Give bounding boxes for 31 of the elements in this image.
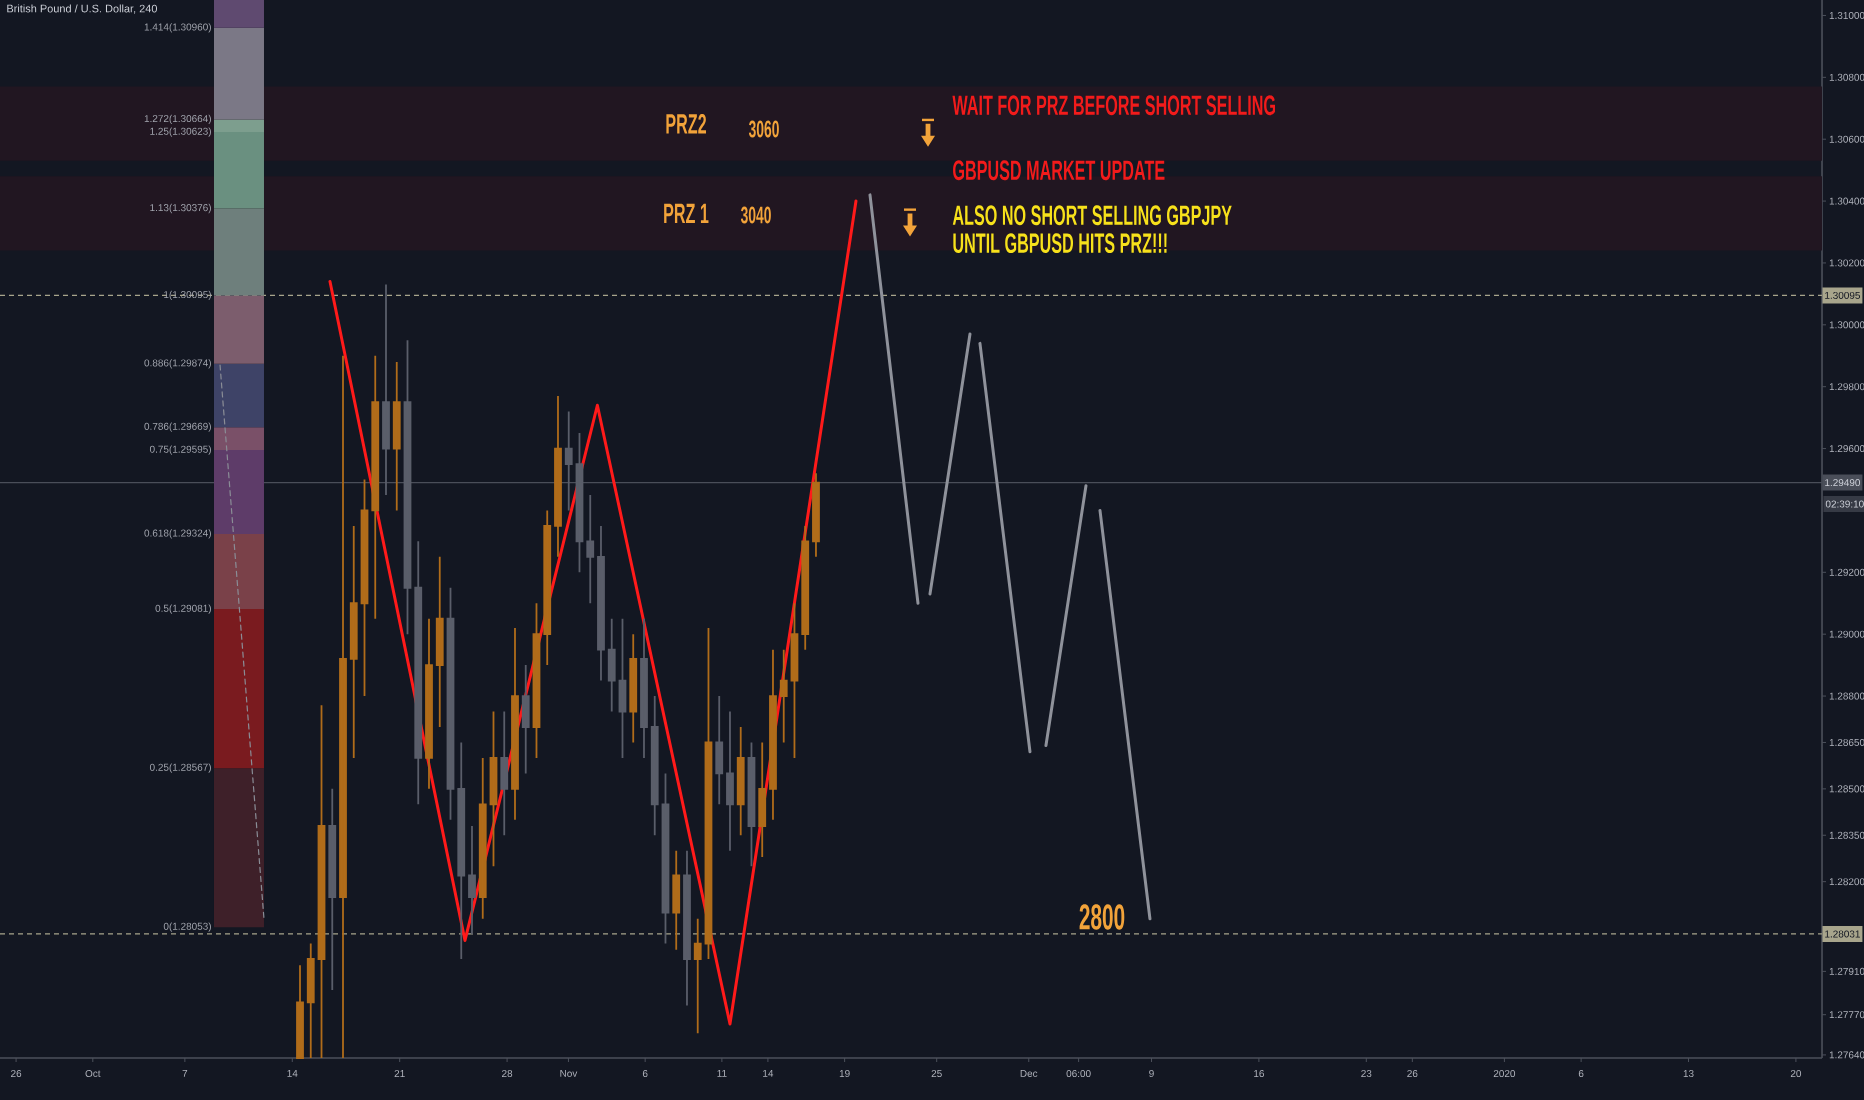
candlestick <box>328 787 337 991</box>
candlestick <box>511 627 519 821</box>
bar <box>213 768 264 928</box>
bar <box>213 295 264 364</box>
candlestick <box>382 283 390 496</box>
bar <box>213 363 264 428</box>
bar <box>213 609 264 769</box>
candlestick <box>521 664 530 775</box>
annotation: 3060 <box>748 120 779 138</box>
bar <box>213 0 264 28</box>
bar <box>213 119 264 133</box>
annotation: GBPUSD MARKET UPDATE <box>953 160 1165 181</box>
bar <box>213 450 264 534</box>
candlestick <box>672 849 681 951</box>
bar <box>213 132 264 209</box>
annotation: 2800 <box>1079 904 1125 930</box>
annotation: WAIT FOR PRZ BEFORE SHORT SELLING <box>952 95 1275 116</box>
annotation: 3040 <box>740 206 771 224</box>
bar <box>213 27 264 120</box>
line-series <box>328 199 858 1026</box>
bar <box>213 208 264 296</box>
band-label: PRZ 1 <box>664 203 709 224</box>
candlestick <box>500 710 509 837</box>
annotation: ALSO NO SHORT SELLING GBPJPY UNTIL GBPUSD HITS PRZ!!! <box>952 205 1232 254</box>
candlestick <box>629 633 638 744</box>
candlestick <box>683 849 691 1007</box>
candlestick <box>736 726 745 837</box>
bar <box>213 427 264 451</box>
band-label: PRZ2 <box>666 113 707 134</box>
candlestick <box>392 361 401 512</box>
bar <box>213 533 264 610</box>
